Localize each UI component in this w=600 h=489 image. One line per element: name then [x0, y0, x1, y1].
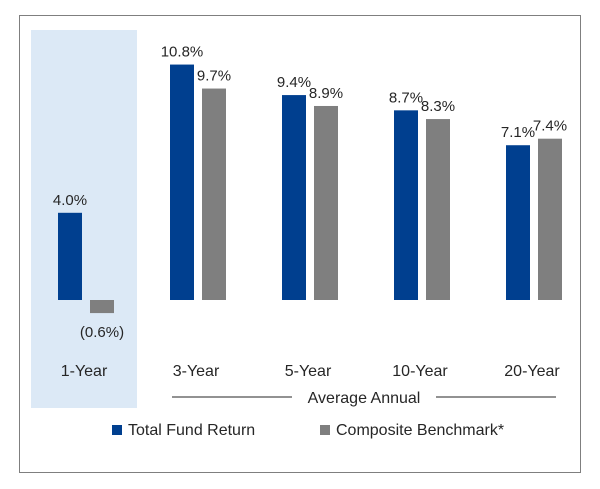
bar-total-fund-return-1-year — [58, 212, 82, 300]
legend: Total Fund Return Composite Benchmark* — [112, 422, 504, 439]
bar-total-fund-return-5-year — [282, 95, 306, 300]
category-ticks-group: 1-Year 3-Year 5-Year 10-Year 20-Year — [61, 363, 561, 380]
bar-composite-benchmark-20-year — [538, 138, 562, 300]
bar-total-fund-return-20-year — [506, 145, 530, 300]
value-label-composite-benchmark-1-year: (0.6%) — [80, 324, 124, 341]
tick-label-10-year: 10-Year — [392, 363, 448, 380]
value-label-total-fund-return-3-year: 10.8% — [161, 44, 204, 61]
tick-label-5-year: 5-Year — [285, 363, 332, 380]
value-labels-group: 4.0% (0.6%) 10.8% 9.7% 9.4%8.9% 8.7%8.3% 7.1%7… — [53, 44, 567, 342]
bar-composite-benchmark-10-year — [426, 119, 450, 300]
tick-label-20-year: 20-Year — [504, 363, 560, 380]
legend-label-composite-benchmark: Composite Benchmark* — [336, 422, 504, 439]
legend-swatch-total-fund-return — [112, 425, 122, 435]
bars-group — [58, 64, 562, 314]
value-label-composite-benchmark-5-year: 8.9% — [309, 85, 343, 102]
value-label-total-fund-return-1-year: 4.0% — [53, 192, 87, 209]
average-annual-label: Average Annual — [308, 390, 421, 407]
value-label-composite-benchmark-20-year: 7.4% — [533, 118, 567, 135]
one-year-highlight-band — [31, 30, 137, 408]
value-label-composite-benchmark-10-year: 8.3% — [421, 98, 455, 115]
value-label-total-fund-return-10-year: 8.7% — [389, 89, 423, 106]
bar-composite-benchmark-5-year — [314, 105, 338, 300]
legend-label-total-fund-return: Total Fund Return — [128, 422, 255, 439]
bar-composite-benchmark-3-year — [202, 88, 226, 300]
bar-composite-benchmark-1-year — [90, 300, 114, 314]
bar-total-fund-return-10-year — [394, 110, 418, 300]
legend-swatch-composite-benchmark — [320, 425, 330, 435]
value-label-composite-benchmark-3-year: 9.7% — [197, 68, 231, 85]
tick-label-3-year: 3-Year — [173, 363, 220, 380]
bar-total-fund-return-3-year — [170, 64, 194, 300]
value-label-total-fund-return-20-year: 7.1% — [501, 124, 535, 141]
value-label-total-fund-return-5-year: 9.4% — [277, 74, 311, 91]
tick-label-1-year: 1-Year — [61, 363, 108, 380]
